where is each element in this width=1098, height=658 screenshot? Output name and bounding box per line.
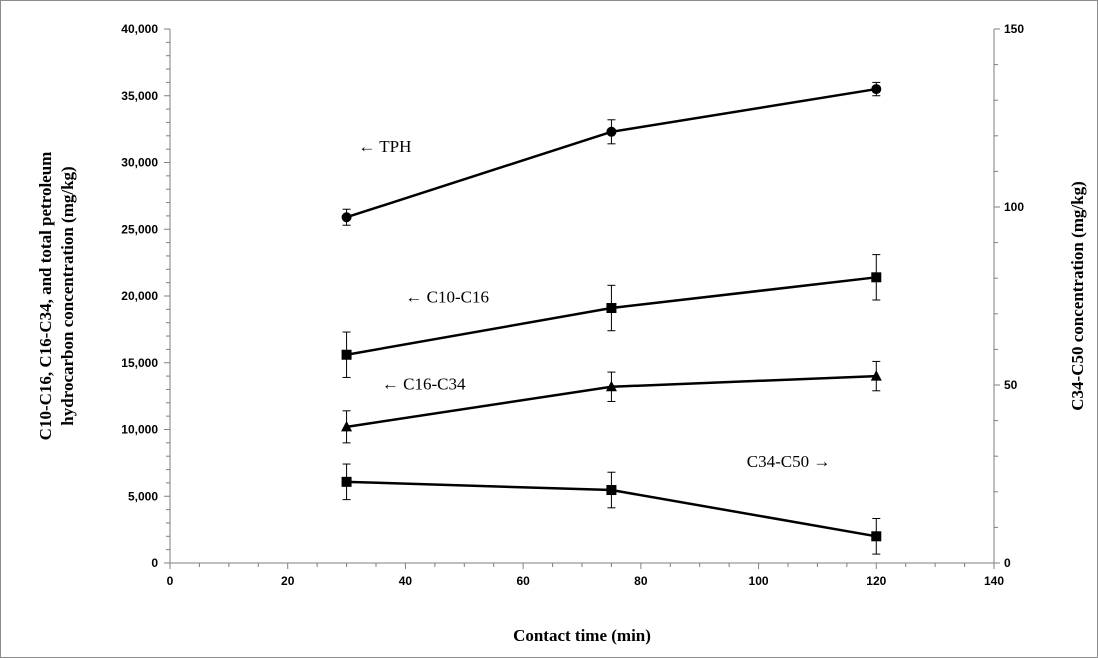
annotation-c34-c50: C34-C50 → [747, 452, 831, 471]
x-tick-label: 80 [634, 574, 648, 588]
data-point [341, 476, 352, 487]
y-left-tick-label: 40,000 [121, 22, 158, 36]
annotation-c16-c34: ← C16-C34 [382, 374, 466, 393]
x-tick-label: 0 [167, 574, 174, 588]
annotations: ← TPH ← C10-C16 ← C16-C34 C34-C50 → [358, 137, 830, 471]
data-point [341, 349, 352, 360]
ticks: 0 20 40 60 80 100 120 14005,00010,00015,00020,0… [121, 22, 1024, 588]
y-left-tick-label: 35,000 [121, 89, 158, 103]
series-c16-c34 [341, 360, 882, 444]
series-c34-c50 [341, 463, 882, 555]
y-left-tick-label: 20,000 [121, 289, 158, 303]
x-axis-title: Contact time (min) [513, 626, 651, 645]
data-point [871, 84, 882, 95]
data-point [606, 303, 617, 314]
data-point [606, 485, 617, 496]
y-left-tick-label: 5,000 [128, 489, 158, 503]
data-point [871, 531, 882, 542]
x-tick-label: 100 [749, 574, 769, 588]
y-right-tick-label: 50 [1004, 378, 1018, 392]
y-left-tick-label: 10,000 [121, 423, 158, 437]
annotation-tph: ← TPH [358, 137, 411, 156]
axis-titles: Contact time (min) C10-C16, C16-C34, and… [36, 152, 1087, 645]
y-left-tick-label: 30,000 [121, 156, 158, 170]
x-tick-label: 20 [281, 574, 295, 588]
series-line-tph [346, 87, 877, 219]
y-left-tick-label: 0 [151, 556, 158, 570]
series [341, 81, 882, 555]
y-right-tick-label: 100 [1004, 200, 1024, 214]
axes [169, 29, 995, 564]
x-tick-label: 60 [516, 574, 530, 588]
y-left-axis-title-line1: C10-C16, C16-C34, and total petroleum [36, 152, 55, 441]
data-point [605, 380, 617, 392]
y-right-tick-label: 150 [1004, 22, 1024, 36]
annotation-c10-c16: ← C10-C16 [405, 288, 489, 307]
data-point [606, 126, 617, 137]
data-point [871, 272, 882, 283]
series-c10-c16 [341, 254, 882, 378]
y-right-tick-label: 0 [1004, 556, 1011, 570]
y-right-axis-title: C34-C50 concentration (mg/kg) [1068, 181, 1087, 410]
data-point [870, 370, 882, 381]
y-left-tick-label: 15,000 [121, 356, 158, 370]
x-tick-label: 140 [984, 574, 1004, 588]
y-left-tick-label: 25,000 [121, 222, 158, 236]
x-tick-label: 40 [399, 574, 413, 588]
data-point [341, 212, 352, 223]
data-point [341, 420, 353, 432]
y-left-axis-title-line2: hydrocarbon concentration (mg/kg) [58, 166, 77, 425]
x-tick-label: 120 [866, 574, 886, 588]
series-tph [341, 81, 882, 226]
